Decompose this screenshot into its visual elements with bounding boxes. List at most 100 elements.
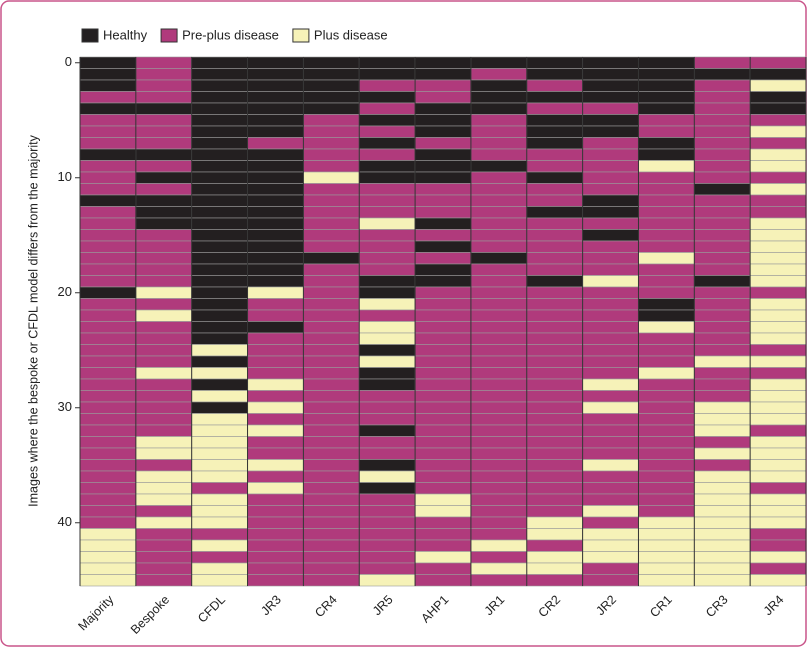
cell	[749, 56, 807, 69]
cell	[79, 378, 137, 391]
cell	[526, 505, 583, 518]
cell	[582, 125, 639, 138]
cell	[582, 528, 639, 541]
cell	[470, 424, 528, 437]
cell	[414, 114, 472, 127]
cell	[303, 240, 360, 253]
cell	[247, 390, 304, 403]
cell	[358, 528, 416, 541]
cell	[303, 229, 360, 242]
cell	[191, 298, 248, 311]
cell	[694, 574, 751, 587]
cell	[526, 183, 583, 196]
cell	[303, 447, 360, 460]
cell	[247, 217, 304, 230]
cell	[247, 309, 304, 322]
cell	[470, 240, 528, 253]
cell	[135, 125, 192, 138]
cell	[582, 160, 639, 173]
cell	[79, 275, 137, 288]
cell	[749, 217, 807, 230]
x-tick-label: CR3	[703, 593, 731, 621]
cell	[694, 240, 751, 253]
cell	[638, 263, 695, 276]
cell	[414, 125, 472, 138]
cell	[526, 102, 583, 115]
cell	[694, 562, 751, 575]
cell	[470, 194, 528, 207]
x-tick-label: CR4	[312, 593, 340, 621]
cell	[303, 148, 360, 161]
cell	[303, 263, 360, 276]
cell	[694, 148, 751, 161]
cell	[358, 505, 416, 518]
cell	[358, 436, 416, 449]
cell	[582, 252, 639, 265]
cell	[749, 137, 807, 150]
cell	[582, 459, 639, 472]
cell	[470, 148, 528, 161]
cell	[79, 148, 137, 161]
cell	[135, 413, 192, 426]
cell	[638, 493, 695, 506]
cell	[749, 447, 807, 460]
cell	[191, 551, 248, 564]
cell	[470, 229, 528, 242]
cell	[135, 148, 192, 161]
cell	[526, 413, 583, 426]
cell	[303, 137, 360, 150]
cell	[638, 68, 695, 81]
cell	[414, 562, 472, 575]
cell	[303, 125, 360, 138]
cell	[470, 562, 528, 575]
cell	[638, 413, 695, 426]
cell	[638, 275, 695, 288]
cell	[79, 217, 137, 230]
cell	[303, 470, 360, 483]
cell	[470, 309, 528, 322]
cell	[638, 252, 695, 265]
cell	[247, 263, 304, 276]
x-tick-label: Majority	[76, 592, 117, 633]
cell	[694, 367, 751, 380]
cell	[582, 217, 639, 230]
legend-swatch	[292, 28, 310, 43]
cell	[638, 171, 695, 184]
cell	[582, 574, 639, 587]
cell	[358, 344, 416, 357]
cell	[414, 528, 472, 541]
cell	[303, 355, 360, 368]
cell	[191, 137, 248, 150]
cell	[582, 551, 639, 564]
cell	[79, 194, 137, 207]
cell	[526, 344, 583, 357]
cell	[247, 194, 304, 207]
cell	[694, 125, 751, 138]
cell	[470, 217, 528, 230]
x-tick-label: JR3	[258, 593, 284, 619]
cell	[694, 401, 751, 414]
cell	[358, 206, 416, 219]
cell	[749, 390, 807, 403]
cell	[358, 424, 416, 437]
cell	[414, 344, 472, 357]
cell	[135, 298, 192, 311]
cell	[749, 332, 807, 345]
cell	[247, 493, 304, 506]
cell	[749, 240, 807, 253]
cell	[135, 91, 192, 104]
cell	[470, 332, 528, 345]
cell	[749, 298, 807, 311]
cell	[303, 574, 360, 587]
cell	[135, 470, 192, 483]
cell	[582, 79, 639, 92]
cell	[694, 321, 751, 334]
cell	[358, 263, 416, 276]
cell	[135, 574, 192, 587]
cell	[694, 436, 751, 449]
cell	[470, 367, 528, 380]
cell	[638, 332, 695, 345]
cell	[694, 516, 751, 529]
cell	[79, 436, 137, 449]
cell	[638, 459, 695, 472]
